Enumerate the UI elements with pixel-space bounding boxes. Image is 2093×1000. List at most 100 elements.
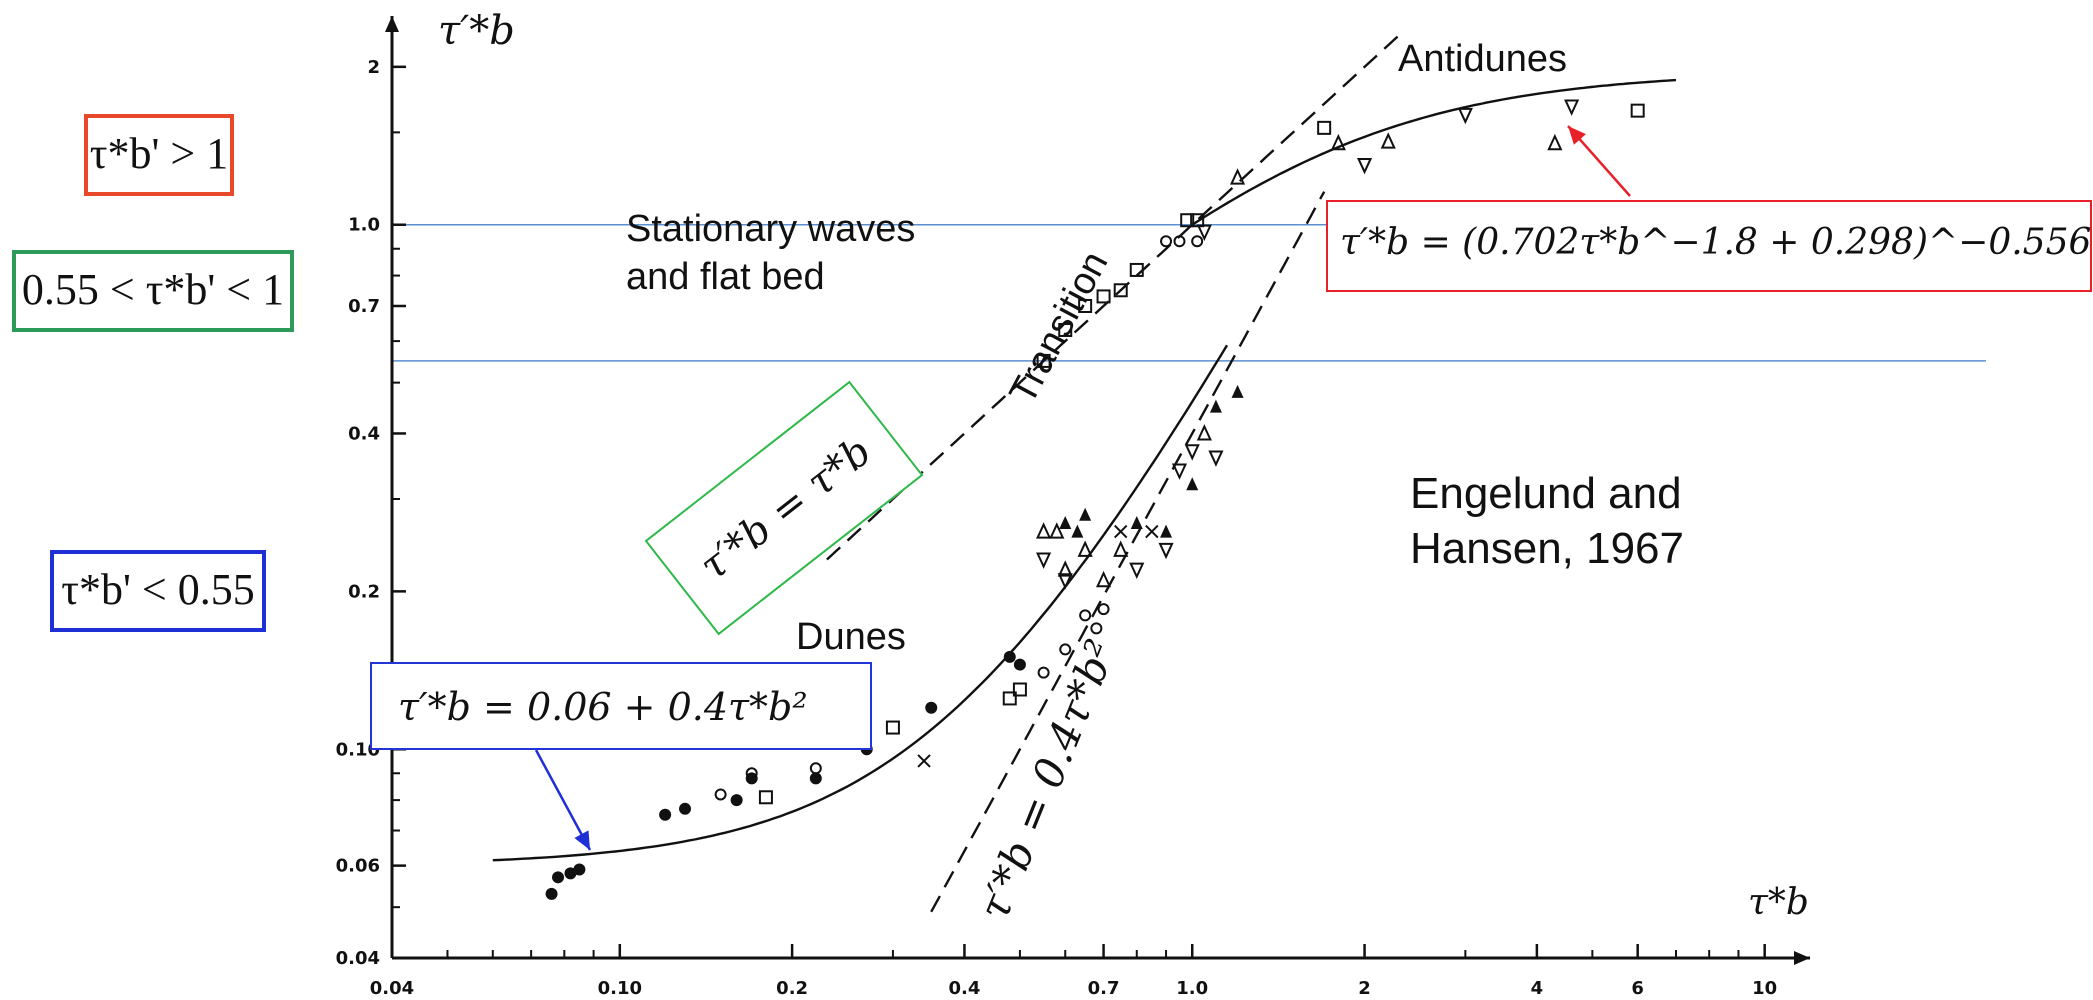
data-point — [1145, 524, 1159, 539]
data-point — [758, 790, 773, 805]
data-point — [1191, 235, 1204, 248]
data-point — [1077, 540, 1093, 557]
data-point — [1130, 516, 1143, 530]
data-point — [1113, 540, 1129, 557]
curve-dune_parabola — [930, 191, 1326, 913]
data-point — [1186, 477, 1199, 491]
x-tick-label: 0.10 — [598, 978, 642, 999]
x-axis-arrowhead — [1794, 951, 1810, 965]
data-point — [1173, 235, 1186, 248]
data-point — [1113, 283, 1128, 298]
y-tick-label: 0.4 — [348, 423, 380, 444]
data-point — [745, 767, 758, 780]
y-axis-label: τ′*b — [438, 8, 515, 54]
y-tick-label: 0.2 — [348, 581, 380, 602]
data-point — [552, 871, 565, 884]
annotation-reference: Engelund and Hansen, 1967 — [1410, 469, 1684, 573]
equation-dunes: τ′*b = 0.06 + 0.4τ*b² — [398, 685, 808, 729]
data-point — [1564, 99, 1580, 116]
data-point — [1184, 444, 1200, 461]
data-point — [1129, 562, 1145, 580]
equation-antidunes: τ′*b = (0.702τ*b^−1.8 + 0.298)^−0.556 — [1340, 222, 2092, 263]
blue-arrow-head — [574, 830, 590, 850]
axes: 0.04 0.10 0.2 0.4 0.7 1.0 2 4 6 10 0.04 0.06 0.10 0.2… — [336, 16, 1810, 999]
data-point — [659, 808, 672, 821]
data-point — [1058, 322, 1073, 337]
y-tick-label: 0.06 — [336, 856, 380, 877]
data-point — [1078, 298, 1093, 313]
data-point — [1231, 384, 1244, 398]
data-point — [1096, 570, 1112, 588]
data-point — [1330, 133, 1346, 151]
data-point — [917, 754, 931, 768]
curve-flat_bed_line — [826, 34, 1401, 561]
data-point — [1317, 120, 1332, 135]
data-point — [1002, 691, 1017, 706]
data-point — [1630, 103, 1645, 118]
blue-arrow-shaft — [534, 749, 592, 851]
annotation-antidunes: Antidunes — [1398, 38, 1568, 80]
data-point — [1380, 132, 1396, 149]
x-axis-label: τ*b — [1748, 882, 1809, 923]
equation-box-antidunes — [1326, 200, 2092, 292]
y-tick-label: 0.7 — [348, 296, 380, 317]
x-tick-label: 0.2 — [776, 978, 808, 999]
curve-antidunes_fit — [1191, 78, 1677, 226]
data-point — [714, 788, 727, 801]
regime-label-middle: 0.55 < τ*b' < 1 — [12, 250, 294, 332]
data-point — [573, 863, 586, 876]
data-point — [1208, 450, 1224, 467]
data-point — [1003, 650, 1016, 663]
fit-curves — [492, 34, 1677, 913]
data-point — [679, 802, 692, 815]
data-point — [1057, 560, 1073, 577]
data-point — [1160, 524, 1173, 538]
y-tick-label: 1.0 — [348, 215, 380, 236]
data-point — [1196, 424, 1212, 441]
data-point — [809, 772, 822, 785]
data-point — [1097, 603, 1110, 616]
data-point — [1160, 235, 1173, 248]
data-points — [545, 99, 1645, 900]
x-tick-label: 0.04 — [370, 978, 414, 999]
x-tick-label: 10 — [1752, 978, 1777, 999]
y-axis-arrowhead — [385, 16, 399, 32]
x-tick-label: 0.7 — [1088, 978, 1120, 999]
data-point — [1059, 516, 1072, 530]
data-point — [1171, 463, 1188, 480]
data-point — [1209, 399, 1222, 413]
x-tick-label: 1.0 — [1176, 978, 1208, 999]
y-tick-label: 2 — [367, 57, 380, 78]
data-point — [1036, 522, 1052, 539]
equation-box-dunes — [370, 662, 872, 750]
x-tick-label: 4 — [1531, 978, 1544, 999]
data-point — [1057, 573, 1073, 590]
annotation-stationary-waves: Stationary waves and flat bed — [626, 208, 916, 298]
data-point — [730, 794, 743, 807]
data-point — [1037, 666, 1050, 679]
data-point — [1114, 524, 1128, 539]
data-point — [1071, 524, 1084, 538]
data-point — [1129, 262, 1144, 277]
data-point — [1096, 289, 1111, 304]
data-point — [1547, 133, 1563, 151]
data-point — [809, 762, 822, 775]
y-tick-label: 0.04 — [336, 948, 380, 969]
data-point — [1457, 107, 1473, 125]
data-point — [1190, 213, 1205, 228]
arrows — [534, 125, 1631, 851]
data-point — [545, 887, 558, 900]
regime-label-upper: τ*b' > 1 — [84, 114, 234, 196]
data-point — [1090, 622, 1103, 635]
data-point — [1036, 552, 1052, 569]
red-arrow-head — [1568, 126, 1586, 145]
data-point — [1196, 224, 1212, 242]
x-tick-label: 6 — [1631, 978, 1644, 999]
data-point — [925, 701, 938, 714]
data-point — [1013, 658, 1026, 671]
x-tick-label: 2 — [1358, 978, 1371, 999]
data-point — [1059, 643, 1072, 656]
data-point — [1049, 522, 1065, 539]
data-point — [1356, 157, 1373, 175]
